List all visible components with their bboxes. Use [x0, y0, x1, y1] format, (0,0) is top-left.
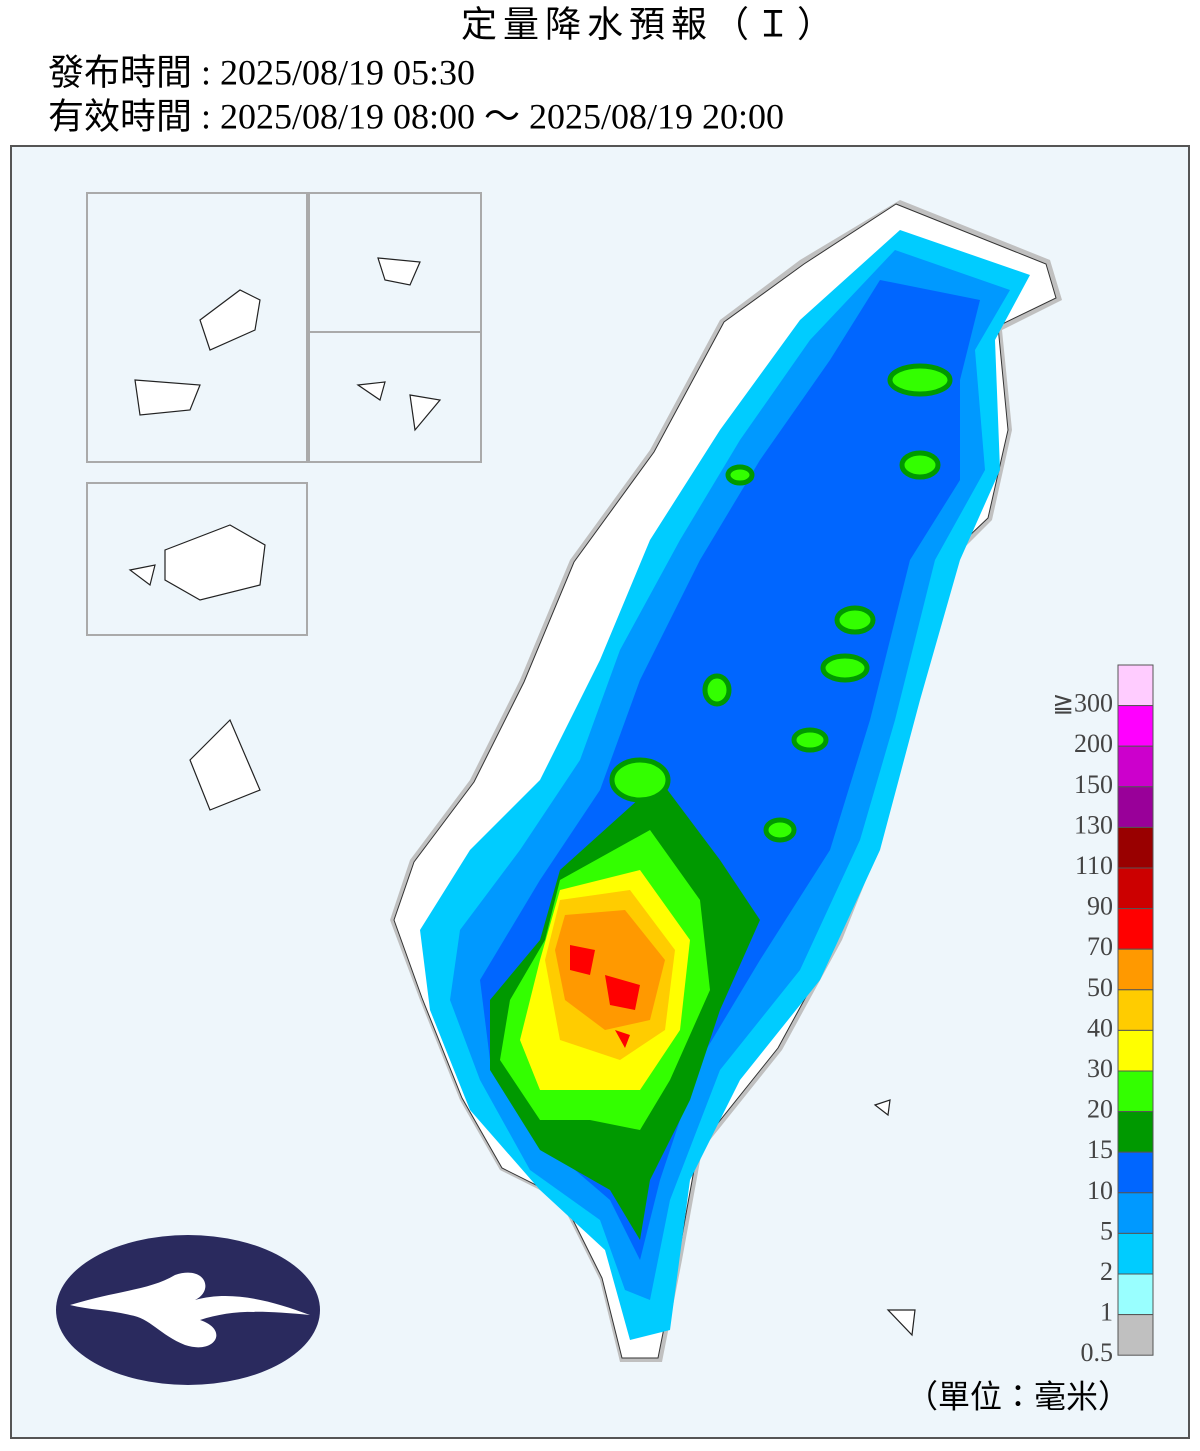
legend-label: 2	[1100, 1257, 1113, 1286]
taiwan	[390, 200, 1062, 1362]
legend-label: ≧300	[1052, 689, 1113, 718]
legend-swatch	[1117, 745, 1154, 788]
issued-time: 發布時間 : 2025/08/19 05:30	[48, 52, 475, 92]
title: 定量降水預報（Ｉ）	[461, 4, 839, 44]
legend-label: 150	[1074, 770, 1113, 799]
legend-label: 90	[1087, 892, 1113, 921]
inset-frames	[86, 192, 482, 636]
legend-swatch	[1117, 1232, 1154, 1275]
legend-label: 40	[1087, 1013, 1113, 1042]
legend-label: 5	[1100, 1216, 1113, 1245]
legend-swatch	[1117, 867, 1154, 910]
legend-swatch	[1117, 664, 1154, 707]
islands	[128, 257, 916, 1337]
legend-label: 20	[1087, 1095, 1113, 1124]
unit-label: （單位：毫米）	[906, 1378, 1130, 1414]
logo	[56, 1235, 320, 1385]
legend-label: 200	[1074, 729, 1113, 758]
legend-swatch	[1117, 705, 1154, 747]
legend-swatch	[1117, 1273, 1154, 1316]
legend-label: 10	[1087, 1176, 1113, 1205]
valid-time: 有效時間 : 2025/08/19 08:00 ～ 2025/08/19 20:…	[48, 96, 784, 136]
legend-swatch	[1117, 1029, 1154, 1072]
legend: ≧300 200 150 130 110 90 70 50 40 30 20 15 10 5 2 1 0.5	[1052, 664, 1154, 1367]
legend-swatch	[1117, 1192, 1154, 1234]
legend-label: 70	[1087, 932, 1113, 961]
legend-swatch	[1117, 948, 1154, 991]
legend-label: 1	[1100, 1298, 1113, 1327]
legend-label: 50	[1087, 973, 1113, 1002]
legend-swatch	[1117, 786, 1154, 828]
legend-swatch	[1117, 1111, 1154, 1153]
legend-label: 130	[1074, 810, 1113, 839]
legend-swatch	[1117, 1151, 1154, 1194]
legend-swatch	[1117, 1314, 1154, 1356]
legend-label: 30	[1087, 1054, 1113, 1083]
legend-swatch	[1117, 989, 1154, 1031]
legend-swatch	[1117, 826, 1154, 869]
legend-label: 0.5	[1081, 1338, 1114, 1367]
legend-swatch	[1117, 1070, 1154, 1113]
legend-label: 15	[1087, 1135, 1113, 1164]
legend-label: 110	[1075, 851, 1113, 880]
legend-swatch	[1117, 908, 1154, 950]
